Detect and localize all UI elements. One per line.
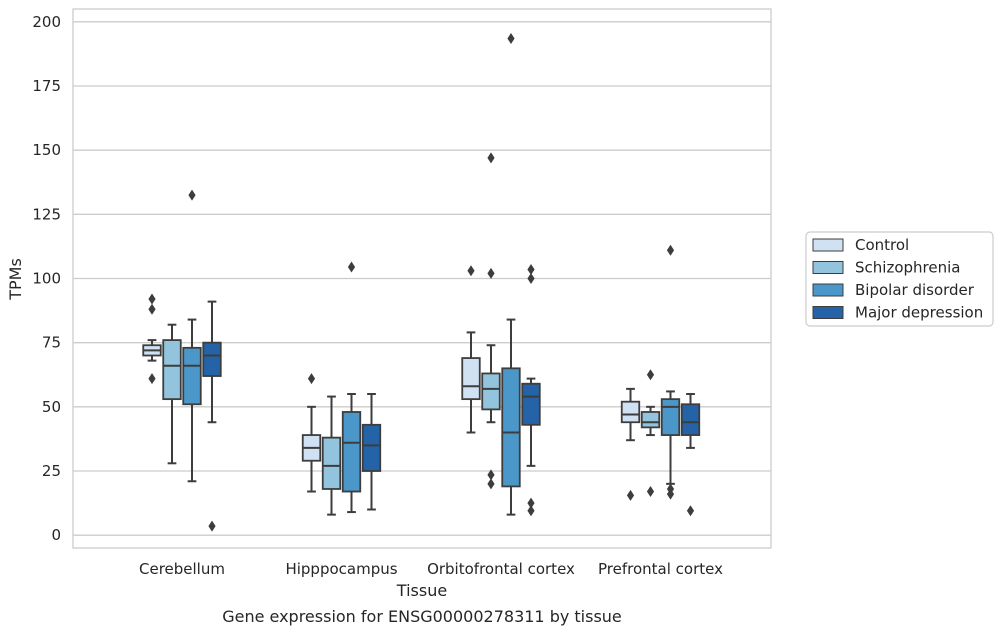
legend-label: Major depression — [855, 304, 983, 322]
box-schizophrenia — [640, 369, 661, 498]
outlier-point — [626, 489, 635, 501]
outlier-point — [666, 244, 675, 256]
box-schizophrenia — [481, 152, 501, 490]
outlier-point — [686, 505, 695, 517]
y-axis-ticks: 0 25 50 75 100 125 150 175 200 — [32, 13, 61, 544]
x-axis-ticks: Cerebellum Hipppocampus Orbitofrontal cort… — [139, 560, 723, 578]
box-body — [680, 403, 701, 436]
box-major-depression — [361, 393, 382, 511]
outlier-point — [666, 488, 675, 500]
box-body — [461, 357, 481, 401]
outlier-point — [527, 264, 535, 276]
chart-caption: Gene expression for ENSG00000278311 by t… — [222, 607, 622, 626]
legend-swatch — [812, 238, 844, 252]
box-body — [361, 423, 382, 472]
legend-label: Bipolar disorder — [855, 281, 975, 299]
box-major-depression — [521, 264, 541, 517]
x-tick-label: Hipppocampus — [285, 560, 397, 578]
outlier-point — [487, 152, 495, 164]
outlier-point — [467, 265, 475, 277]
outlier-point — [208, 520, 216, 532]
y-axis-title: TPMs — [6, 258, 25, 301]
legend: Control Schizophrenia Bipolar disorder Majo… — [805, 231, 994, 327]
box-body — [620, 400, 641, 424]
y-tick-label: 175 — [32, 77, 61, 95]
outlier-point — [507, 33, 515, 45]
x-tick-label: Prefrontal cortex — [598, 560, 723, 578]
y-tick-label: 75 — [42, 334, 61, 352]
box-schizophrenia — [321, 395, 342, 516]
box-schizophrenia — [162, 323, 182, 465]
outlier-point — [307, 373, 316, 385]
legend-frame — [805, 231, 994, 327]
outlier-point — [646, 486, 655, 498]
box-bipolar-disorder — [501, 33, 521, 516]
legend-swatch — [812, 261, 844, 274]
box-body — [521, 382, 541, 426]
box-major-depression — [202, 300, 222, 532]
box-body — [182, 346, 202, 406]
outlier-point — [148, 373, 156, 385]
box-body — [162, 339, 182, 401]
box-control — [142, 293, 162, 385]
legend-swatch — [812, 306, 844, 319]
outlier-point — [188, 189, 196, 201]
box-bipolar-disorder — [660, 244, 681, 500]
box-bipolar-disorder — [341, 261, 362, 514]
box-groups — [142, 33, 701, 532]
outlier-point — [527, 505, 535, 517]
box-body — [202, 341, 222, 377]
y-tick-label: 125 — [32, 205, 61, 223]
outlier-point — [487, 469, 495, 481]
box-body — [660, 398, 681, 436]
box-body — [341, 411, 362, 493]
outlier-point — [487, 267, 495, 279]
box-control — [620, 387, 641, 501]
y-tick-label: 50 — [42, 398, 61, 416]
outlier-point — [527, 273, 535, 284]
legend-label: Control — [855, 236, 909, 254]
box-body — [640, 411, 661, 429]
outlier-point — [527, 497, 535, 509]
outlier-point — [148, 293, 156, 305]
y-tick-label: 100 — [32, 270, 61, 288]
box-body — [321, 436, 342, 490]
outlier-point — [646, 369, 655, 381]
y-tick-label: 25 — [42, 462, 61, 480]
x-tick-label: Cerebellum — [139, 560, 225, 578]
outlier-point — [487, 478, 495, 490]
plot-frame — [72, 8, 772, 549]
box-body — [481, 372, 501, 411]
grid-lines — [73, 21, 771, 536]
y-tick-label: 150 — [32, 141, 61, 159]
y-tick-label: 0 — [51, 526, 61, 544]
outlier-point — [148, 303, 156, 315]
x-tick-label: Orbitofrontal cortex — [427, 560, 575, 578]
legend-swatch — [812, 283, 844, 297]
box-bipolar-disorder — [182, 189, 202, 483]
legend-label: Schizophrenia — [855, 259, 960, 277]
y-tick-label: 200 — [32, 13, 61, 31]
box-control — [461, 265, 481, 434]
x-axis-title: Tissue — [396, 581, 447, 600]
box-body — [501, 367, 521, 488]
box-control — [301, 373, 322, 493]
box-major-depression — [680, 393, 701, 517]
outlier-point — [347, 261, 356, 273]
